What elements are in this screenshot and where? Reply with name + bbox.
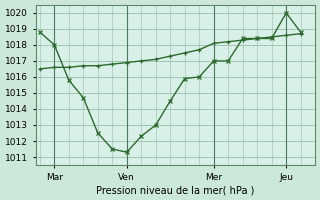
X-axis label: Pression niveau de la mer( hPa ): Pression niveau de la mer( hPa ): [96, 185, 254, 195]
